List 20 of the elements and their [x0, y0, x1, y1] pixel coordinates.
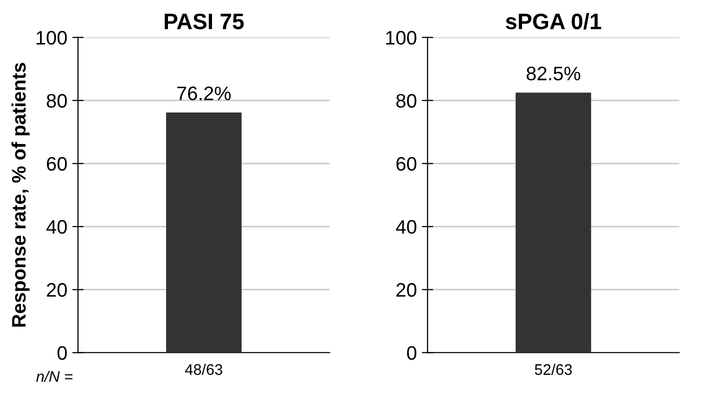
y-tick-label: 0	[58, 346, 67, 360]
y-tick-label: 20	[396, 283, 416, 297]
text: n/N =	[36, 370, 72, 382]
y-tick-label: 60	[396, 156, 416, 171]
x-tick-label: 52/63	[534, 364, 572, 375]
chart-title: sPGA 0/1	[506, 12, 602, 30]
y-tick-label: 0	[407, 346, 416, 360]
data-label: 76.2%	[177, 86, 231, 100]
y-tick-label: 80	[396, 94, 416, 108]
y-tick-label: 100	[36, 30, 67, 45]
y-tick-label: 80	[46, 94, 67, 108]
y-tick-label: 100	[386, 30, 416, 45]
x-tick-label: 48/63	[185, 364, 222, 375]
y-tick-label: 60	[46, 156, 67, 171]
y-tick-label: 20	[46, 283, 67, 297]
y-tick-label: 40	[46, 220, 67, 234]
chart-title: PASI 75	[164, 14, 244, 30]
data-label: 82.5%	[526, 66, 580, 80]
y-tick-label: 40	[396, 220, 416, 234]
y-axis-title: Response rate, % of patients	[11, 62, 30, 327]
